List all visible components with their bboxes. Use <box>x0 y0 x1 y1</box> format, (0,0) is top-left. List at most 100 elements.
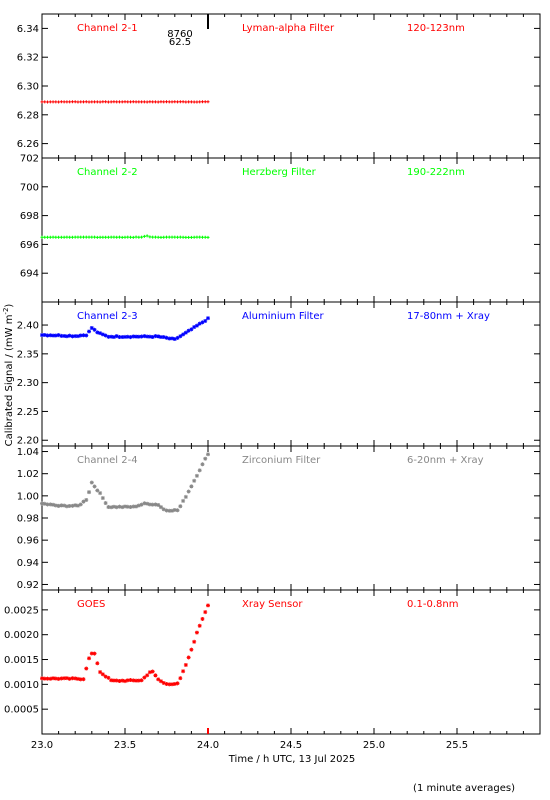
series-5-point-44 <box>161 680 166 685</box>
series-5-point-45 <box>164 681 169 686</box>
series-2-point-19 <box>93 235 97 239</box>
series-1-point-26 <box>112 100 116 104</box>
series-1-point-15 <box>82 100 85 104</box>
series-2-point-3 <box>48 235 52 239</box>
series-2-point-58 <box>200 235 204 239</box>
series-5-point-21 <box>98 670 103 675</box>
series-1-point-17 <box>87 100 91 104</box>
series-1-points <box>40 100 210 104</box>
series-5-point-55 <box>192 639 197 644</box>
x-tick-label: 24.5 <box>280 740 302 751</box>
series-3-point-30 <box>123 334 127 339</box>
series-2-point-0 <box>40 235 44 239</box>
series-2-point-2 <box>46 235 50 239</box>
series-4-point-46 <box>167 508 172 513</box>
series-2-point-24 <box>106 235 110 239</box>
x-tick-label: 25.5 <box>446 740 468 751</box>
series-2-point-5 <box>54 235 58 239</box>
series-1-point-33 <box>131 100 135 104</box>
series-4-point-55 <box>192 478 197 483</box>
series-3-point-38 <box>145 334 150 339</box>
series-1-point-1 <box>43 100 47 104</box>
panel-3-band-label: 17-80nm + Xray <box>407 311 490 322</box>
series-3-point-31 <box>125 334 130 339</box>
series-4-point-36 <box>139 502 144 507</box>
series-2-point-39 <box>148 235 152 239</box>
series-4-point-14 <box>78 502 83 507</box>
series-5-point-18 <box>89 651 94 656</box>
series-1-point-58 <box>200 100 204 104</box>
series-4-point-26 <box>111 504 116 509</box>
series-2-point-26 <box>112 235 116 239</box>
series-4-point-58 <box>200 462 205 467</box>
series-4-point-39 <box>147 502 152 507</box>
series-4-point-0 <box>40 501 44 506</box>
series-1-point-18 <box>90 100 94 104</box>
series-3-point-17 <box>87 329 92 334</box>
series-3-point-40 <box>150 334 155 339</box>
panel-3-frame <box>41 301 541 447</box>
series-5-point-12 <box>73 676 78 681</box>
series-4-point-9 <box>64 504 69 509</box>
series-2-point-8 <box>62 235 66 239</box>
y-tick-label: 0.98 <box>17 514 39 525</box>
series-5-point-34 <box>134 678 139 683</box>
series-1-point-8 <box>62 100 66 104</box>
series-5-point-60 <box>206 603 210 608</box>
series-5-point-25 <box>109 678 114 683</box>
series-3-point-56 <box>194 323 199 328</box>
series-5-point-19 <box>92 651 97 656</box>
series-3-point-23 <box>103 333 108 338</box>
series-4-point-59 <box>203 456 208 461</box>
series-5-point-22 <box>100 672 105 677</box>
series-2-point-34 <box>134 235 138 239</box>
series-4-point-50 <box>178 504 183 509</box>
panel-4: 0.92 0.94 0.96 0.98 1.00 1.02 1.04 Channel 2-4 Z… <box>17 445 541 591</box>
series-2-point-12 <box>73 235 77 239</box>
series-4-point-19 <box>92 484 97 489</box>
series-4-point-12 <box>73 503 78 508</box>
series-3-point-53 <box>186 328 191 333</box>
series-2-point-29 <box>120 235 124 239</box>
panel-5-band-label: 0.1-0.8nm <box>407 599 459 610</box>
series-3-point-43 <box>158 335 163 340</box>
series-2-point-20 <box>95 235 99 239</box>
series-1-point-50 <box>178 100 182 104</box>
series-5-point-6 <box>56 676 61 681</box>
series-3-point-29 <box>120 335 125 340</box>
x-tick-label: 24.0 <box>197 740 219 751</box>
series-2-point-37 <box>142 234 146 238</box>
series-5-point-33 <box>131 678 136 683</box>
series-3-point-19 <box>92 327 97 332</box>
series-4-point-40 <box>150 502 155 507</box>
series-3-point-36 <box>139 334 144 339</box>
series-5-point-5 <box>53 676 58 681</box>
series-4-point-7 <box>59 503 64 508</box>
series-4-point-51 <box>181 498 186 503</box>
series-5-point-43 <box>158 679 163 684</box>
panel-2-frame <box>41 157 541 303</box>
series-2-point-6 <box>57 235 61 239</box>
panel-5-channel-label: GOES <box>77 599 105 610</box>
series-1-point-5 <box>54 100 58 104</box>
series-2-point-21 <box>98 235 102 239</box>
series-2-point-50 <box>178 235 182 239</box>
series-4-point-44 <box>161 507 166 512</box>
series-4-point-43 <box>158 505 163 510</box>
y-tick-label: 6.30 <box>17 82 39 93</box>
series-1-point-27 <box>115 100 119 104</box>
series-1-point-2 <box>46 100 50 104</box>
series-1-point-46 <box>167 100 171 104</box>
series-5-point-50 <box>178 676 183 681</box>
y-tick-label: 2.25 <box>17 407 39 418</box>
series-2-point-10 <box>68 235 72 239</box>
series-2-point-32 <box>129 235 133 239</box>
series-1-point-41 <box>153 100 157 104</box>
series-2-point-46 <box>167 235 171 239</box>
y-tick-label: 0.0010 <box>4 680 39 691</box>
series-2-point-11 <box>70 235 74 239</box>
y-tick-label: 1.02 <box>17 469 39 480</box>
series-5-point-14 <box>78 677 83 682</box>
series-2-point-14 <box>79 235 83 239</box>
series-5-point-59 <box>203 610 208 615</box>
